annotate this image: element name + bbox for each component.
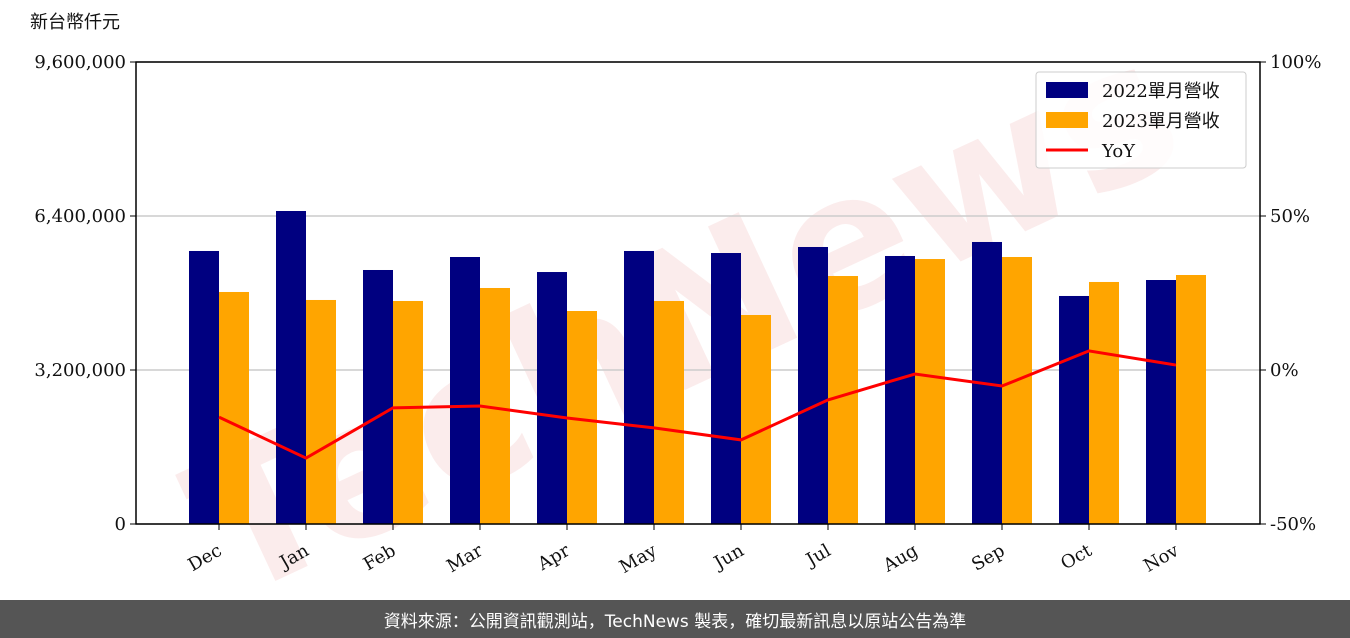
- footer: 資料來源：公開資訊觀測站，TechNews 製表，確切最新訊息以原站公告為準: [0, 600, 1350, 638]
- chart: 新台幣仟元 TechNews03,200,0006,400,0009,600,0…: [30, 0, 1321, 638]
- legend-swatch: [1046, 82, 1088, 98]
- bar: [885, 255, 915, 524]
- legend-box: [1035, 71, 1247, 169]
- bar: [828, 276, 858, 524]
- bar: [1059, 295, 1089, 524]
- x-tick-label: Jul: [801, 540, 835, 572]
- y2-tick-label: 0%: [1270, 360, 1299, 381]
- bar: [450, 257, 480, 524]
- x-tick-label: Oct: [1057, 540, 1096, 575]
- x-tick-label: Jun: [709, 540, 748, 575]
- y2-tick-label: 100%: [1270, 52, 1321, 73]
- y2-tick-label: -50%: [1270, 514, 1316, 535]
- legend-swatch: [1046, 112, 1088, 128]
- x-tick-label: Sep: [968, 540, 1008, 575]
- x-tick-label: Apr: [533, 540, 573, 575]
- bar: [1146, 280, 1176, 524]
- bar: [363, 269, 393, 524]
- legend-label: 2023單月營收: [1102, 111, 1220, 132]
- plot-frame: [135, 61, 1261, 525]
- bar: [741, 314, 771, 524]
- bar: [915, 259, 945, 524]
- y-tick-label: 6,400,000: [34, 206, 126, 227]
- legend-label: 2022單月營收: [1102, 81, 1220, 102]
- bar: [1089, 281, 1119, 524]
- x-tick-label: Aug: [879, 540, 922, 577]
- y2-tick-label: 50%: [1270, 206, 1310, 227]
- bar: [393, 300, 423, 524]
- yoy-line: [218, 349, 1177, 460]
- bar: [219, 291, 249, 524]
- bar: [1176, 275, 1206, 524]
- y-tick-label: 9,600,000: [34, 52, 126, 73]
- bar: [654, 300, 684, 524]
- x-tick-label: May: [616, 540, 661, 578]
- legend-label: YoY: [1101, 141, 1136, 162]
- bar: [276, 210, 306, 524]
- y-tick-label: 0: [115, 514, 126, 535]
- bar: [798, 246, 828, 524]
- bar: [537, 272, 567, 524]
- bar: [189, 250, 219, 524]
- x-tick-label: Nov: [1140, 540, 1183, 577]
- y-axis-label: 新台幣仟元: [30, 12, 120, 33]
- bar: [1002, 257, 1032, 524]
- y-tick-label: 3,200,000: [34, 360, 126, 381]
- bar: [306, 299, 336, 524]
- bar: [624, 250, 654, 524]
- bar: [711, 253, 741, 524]
